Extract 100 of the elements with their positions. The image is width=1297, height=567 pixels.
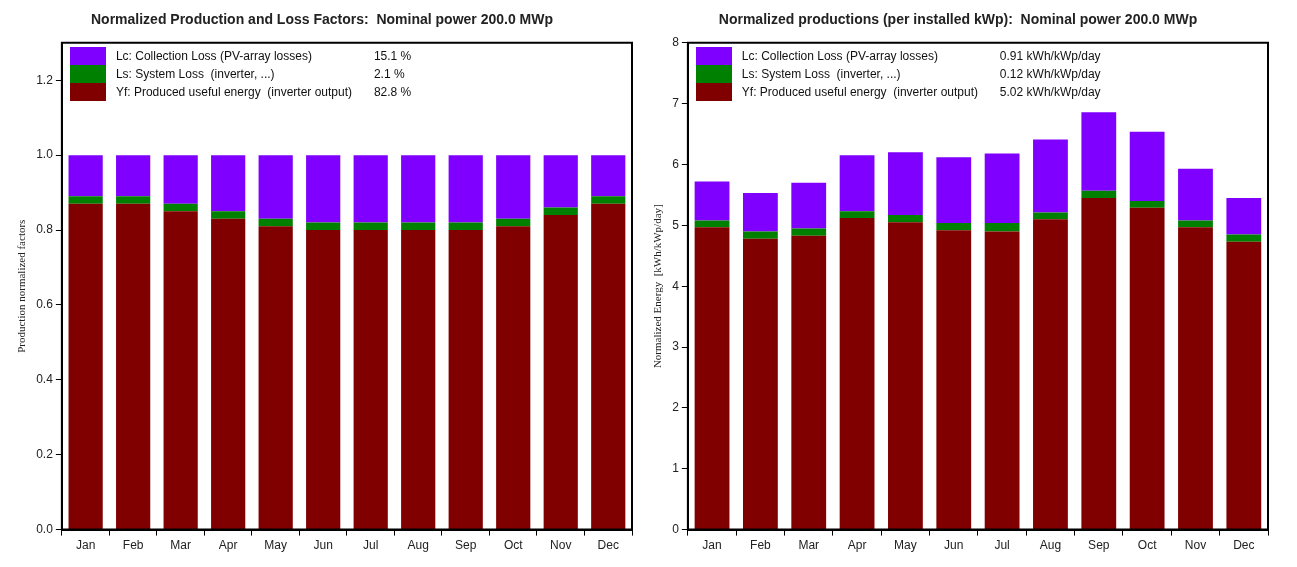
annotation: 0.12 kWh/kWp/day — [999, 66, 1101, 81]
bar — [448, 230, 483, 530]
y-tick-label: 8 — [672, 35, 680, 50]
bar — [936, 157, 972, 223]
bar — [1226, 234, 1262, 242]
bar — [211, 218, 246, 530]
bar — [984, 231, 1020, 530]
y-tick-label: 0.0 — [36, 521, 54, 536]
legend-label: Yf: Produced useful energy (inverter output) — [741, 84, 979, 99]
bar — [496, 218, 531, 227]
bar — [543, 155, 578, 208]
annotation: 5.02 kWh/kWp/day — [999, 84, 1101, 99]
bar — [1178, 168, 1213, 221]
y-tick-label: 1 — [672, 461, 680, 476]
bar — [353, 230, 388, 530]
bar — [591, 203, 626, 530]
bar — [591, 196, 626, 204]
legend-label: Lc: Collection Loss (PV-array losses) — [741, 48, 939, 63]
legend-label: Yf: Produced useful energy (inverter output) — [115, 84, 353, 99]
bar — [211, 155, 246, 212]
x-tick-label: Mar — [170, 538, 191, 553]
x-tick-label: Mar — [798, 538, 820, 553]
annotation: 82.8 % — [373, 84, 412, 99]
legend-label: Lc: Collection Loss (PV-array losses) — [115, 48, 313, 63]
bar — [211, 211, 246, 219]
bar — [694, 220, 730, 228]
x-tick-label: Jun — [944, 538, 964, 553]
x-tick-label: Aug — [407, 538, 429, 553]
bar — [116, 196, 151, 204]
bar — [401, 155, 436, 223]
bar — [1081, 112, 1117, 191]
y-tick-label: 0 — [672, 521, 680, 536]
x-tick-label: Dec — [597, 538, 619, 553]
bar — [1033, 212, 1068, 220]
bar — [1129, 201, 1165, 208]
annotation: 15.1 % — [373, 48, 412, 63]
x-tick-label: Jan — [702, 538, 722, 553]
x-tick-label: Feb — [750, 538, 772, 553]
x-tick-label: Aug — [1039, 538, 1062, 553]
y-tick-label: 0.6 — [36, 297, 54, 312]
bar — [694, 181, 730, 221]
bar — [839, 218, 875, 530]
bar — [353, 155, 388, 223]
x-tick-label: Jul — [363, 538, 379, 553]
x-tick-label: Oct — [503, 538, 524, 553]
bar — [984, 153, 1020, 223]
bar — [839, 211, 875, 219]
x-tick-label: Dec — [1233, 538, 1255, 553]
bar — [839, 155, 875, 212]
y-tick-label: 2 — [672, 400, 680, 415]
y-tick-label: 0.2 — [36, 447, 54, 462]
bar — [936, 222, 972, 231]
bar — [1129, 207, 1165, 530]
bar — [163, 203, 198, 212]
bar — [306, 222, 341, 231]
x-tick-label: Nov — [550, 538, 572, 553]
bar — [116, 203, 151, 530]
legend-label: Ls: System Loss (inverter, ...) — [741, 66, 902, 81]
bar — [1178, 227, 1213, 530]
bar — [591, 155, 626, 197]
bar — [448, 155, 483, 223]
bar — [1033, 139, 1068, 213]
x-tick-label: Jul — [994, 538, 1010, 553]
y-tick-label: 7 — [672, 95, 680, 110]
bar — [68, 196, 103, 204]
bar — [306, 155, 341, 223]
bar — [258, 226, 293, 530]
x-tick-label: May — [894, 538, 917, 553]
chart-title: Normalized Production and Loss Factors: Nominal power 200.0 MWp — [90, 11, 554, 28]
bar — [1178, 220, 1213, 228]
bar — [694, 227, 730, 530]
bar — [742, 238, 778, 530]
legend-label: Ls: System Loss (inverter, ...) — [115, 66, 276, 81]
bar — [163, 155, 198, 204]
bar — [1081, 190, 1117, 198]
x-tick-label: Feb — [122, 538, 144, 553]
bar — [496, 226, 531, 530]
x-tick-label: Nov — [1184, 538, 1207, 553]
bar — [791, 228, 827, 236]
x-tick-label: Sep — [455, 538, 477, 553]
annotation: 0.91 kWh/kWp/day — [999, 48, 1101, 63]
bar — [306, 230, 341, 530]
x-tick-label: Oct — [1137, 538, 1158, 553]
bar — [496, 155, 531, 219]
bar — [1226, 197, 1262, 235]
x-tick-label: Sep — [1088, 538, 1110, 553]
bar — [116, 155, 151, 197]
bar — [742, 231, 778, 239]
bar — [163, 211, 198, 530]
x-tick-label: Apr — [847, 538, 867, 553]
bar — [888, 215, 923, 223]
bar — [353, 222, 388, 231]
bar — [742, 193, 778, 232]
y-tick-label: 1.0 — [36, 147, 54, 162]
bar — [68, 203, 103, 530]
bar — [68, 155, 103, 197]
y-tick-label: 0.8 — [36, 222, 54, 237]
x-tick-label: Jan — [75, 538, 96, 553]
bar — [401, 222, 436, 231]
bar — [936, 230, 972, 530]
